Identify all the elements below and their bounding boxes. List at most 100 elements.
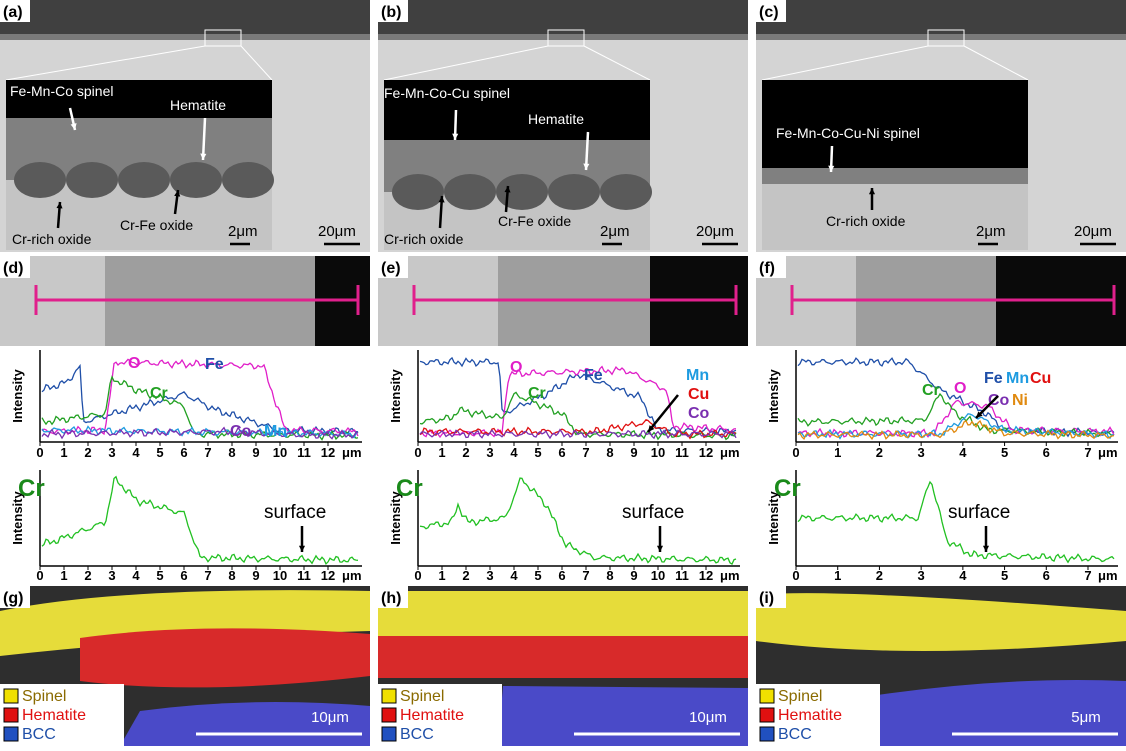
element-label: Fe <box>584 367 603 384</box>
element-label: Mn <box>264 423 287 440</box>
x-tick-label: 3 <box>486 568 493 583</box>
x-tick-label: 7 <box>1084 568 1091 583</box>
x-tick-label: 0 <box>414 568 421 583</box>
coating-region <box>0 0 370 36</box>
x-unit: μm <box>342 568 362 583</box>
y-axis-label: Intensity <box>766 369 781 423</box>
annotation: Cr-rich oxide <box>12 231 92 247</box>
x-tick-label: 3 <box>486 445 493 460</box>
element-label: Cr <box>528 385 546 402</box>
note: surface <box>622 502 684 523</box>
note: surface <box>264 502 326 523</box>
legend-label: BCC <box>778 726 812 743</box>
x-tick-label: 10 <box>651 445 665 460</box>
legend-label: Spinel <box>778 688 822 705</box>
x-tick-label: 3 <box>108 445 115 460</box>
element-label: Co <box>230 423 252 440</box>
inset-nodule <box>118 162 170 198</box>
x-tick-label: 3 <box>108 568 115 583</box>
scale-label: 2μm <box>600 223 629 240</box>
x-unit: μm <box>1098 445 1118 460</box>
legend-label: Hematite <box>22 707 86 724</box>
element-label: Co <box>988 392 1010 409</box>
element-label: Mn <box>686 367 709 384</box>
x-tick-label: 6 <box>1043 568 1050 583</box>
x-tick-label: 9 <box>630 445 637 460</box>
x-tick-label: 5 <box>156 445 163 460</box>
legend-swatch <box>382 727 396 741</box>
x-tick-label: 4 <box>510 445 518 460</box>
x-tick-label: 6 <box>558 568 565 583</box>
oxide-layer <box>378 34 748 40</box>
legend-label: Hematite <box>400 707 464 724</box>
x-tick-label: 0 <box>414 445 421 460</box>
element-label: Cr <box>150 385 168 402</box>
legend-swatch <box>382 689 396 703</box>
x-tick-label: 1 <box>438 568 445 583</box>
inset-nodule <box>548 174 600 210</box>
annotation: Fe-Mn-Co-Cu spinel <box>384 85 510 101</box>
x-tick-label: 3 <box>918 445 925 460</box>
panel-label: (f) <box>759 260 775 277</box>
scale-label: 5μm <box>1071 709 1100 726</box>
element-label: O <box>128 355 140 372</box>
legend-label: Hematite <box>778 707 842 724</box>
x-tick-label: 8 <box>228 445 235 460</box>
annotation: Cr-Fe oxide <box>498 213 571 229</box>
inset-nodule <box>496 174 548 210</box>
element-label: Co <box>688 405 710 422</box>
inset-nodule <box>222 162 274 198</box>
element-label: O <box>954 380 966 397</box>
y-axis-label: Intensity <box>388 369 403 423</box>
x-tick-label: 7 <box>582 568 589 583</box>
x-tick-label: 0 <box>792 445 799 460</box>
x-tick-label: 12 <box>321 568 335 583</box>
x-tick-label: 11 <box>675 568 689 583</box>
scale-label: 20μm <box>696 223 734 240</box>
scale-label: 20μm <box>1074 223 1112 240</box>
arrow-head <box>657 546 663 552</box>
x-unit: μm <box>342 445 362 460</box>
scale-label: 2μm <box>228 223 257 240</box>
x-tick-label: 2 <box>462 568 469 583</box>
legend-swatch <box>4 689 18 703</box>
legend-swatch <box>4 708 18 722</box>
x-tick-label: 1 <box>60 568 67 583</box>
x-tick-label: 3 <box>918 568 925 583</box>
x-tick-label: 4 <box>959 568 967 583</box>
element-label: Mn <box>1006 370 1029 387</box>
x-tick-label: 0 <box>36 568 43 583</box>
x-tick-label: 4 <box>132 568 140 583</box>
x-tick-label: 2 <box>462 445 469 460</box>
panel-label: (g) <box>3 590 23 607</box>
element-label: Cr <box>18 475 45 502</box>
scale-label: 10μm <box>689 709 727 726</box>
element-label: Cr <box>922 382 940 399</box>
x-tick-label: 10 <box>273 568 287 583</box>
legend-swatch <box>760 689 774 703</box>
spinel-region <box>378 591 748 636</box>
arrow-head <box>299 546 305 552</box>
hematite-region <box>80 628 370 687</box>
y-axis-label: Intensity <box>10 369 25 423</box>
legend-swatch <box>4 727 18 741</box>
x-tick-label: 2 <box>84 445 91 460</box>
profile-curve <box>42 366 358 436</box>
legend-swatch <box>760 708 774 722</box>
annotation: Fe-Mn-Co spinel <box>10 83 113 99</box>
x-tick-label: 1 <box>834 445 841 460</box>
x-tick-label: 8 <box>228 568 235 583</box>
x-tick-label: 11 <box>675 445 689 460</box>
x-tick-label: 10 <box>273 445 287 460</box>
x-tick-label: 9 <box>252 445 259 460</box>
note: surface <box>948 502 1010 523</box>
scale-label: 10μm <box>311 709 349 726</box>
panel-label: (b) <box>381 4 401 21</box>
scale-label: 2μm <box>976 223 1005 240</box>
inset-nodule <box>392 174 444 210</box>
x-tick-label: 7 <box>204 568 211 583</box>
x-tick-label: 5 <box>156 568 163 583</box>
x-tick-label: 0 <box>36 445 43 460</box>
panel-label: (a) <box>3 4 23 21</box>
x-tick-label: 0 <box>792 568 799 583</box>
